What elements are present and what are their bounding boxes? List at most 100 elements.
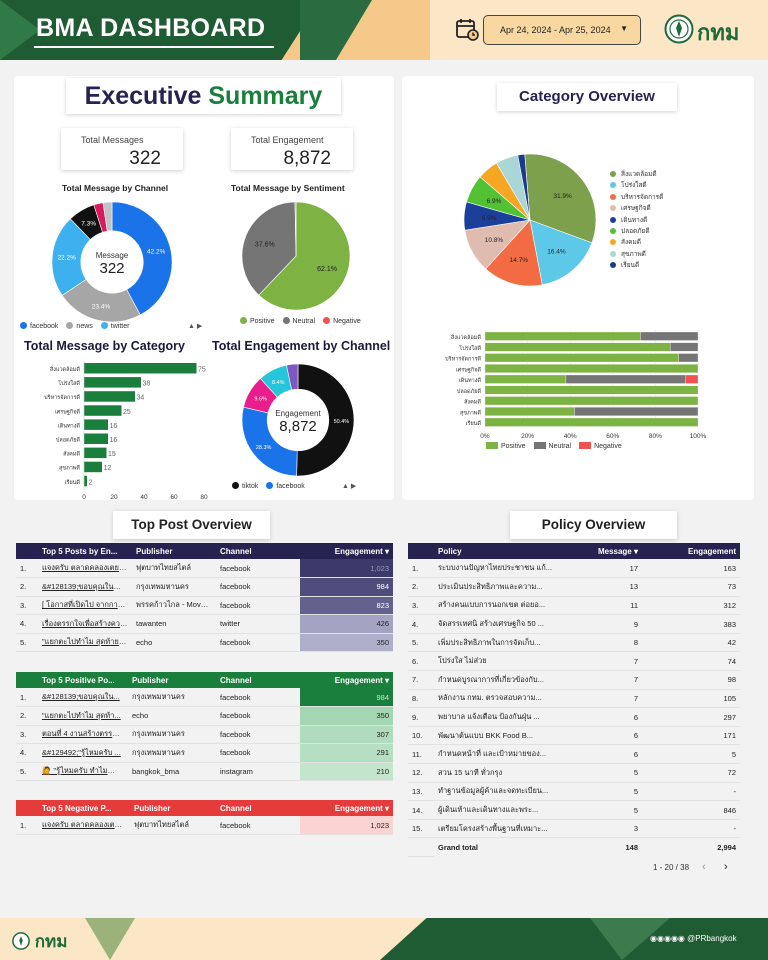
table-row[interactable]: 15. เตรียมโครงสร้างพื้นฐานที่เหมาะ... 3-: [408, 819, 740, 839]
stacked-bar-segment[interactable]: [685, 374, 699, 384]
post-link[interactable]: ตอนที่ 4 งานสร้างตรรกะ...: [38, 725, 128, 744]
column-header[interactable]: Channel: [220, 803, 252, 813]
table-row[interactable]: 1. แจงครับ ตลาดคลองเตยไป... ฟุตบาทไทยสไตล์…: [16, 816, 393, 835]
column-header[interactable]: Engagement ▾: [334, 803, 389, 813]
column-header[interactable]: Publisher: [136, 546, 173, 556]
column-header[interactable]: Engagement ▾: [334, 546, 389, 556]
category-overview-title: Category Overview: [497, 83, 677, 111]
publisher-cell: กรุงเทพมหานคร: [128, 743, 216, 763]
stacked-bar-segment[interactable]: [574, 407, 699, 416]
post-link[interactable]: แจงครับ ตลาดคลองเตยไป...: [38, 816, 130, 835]
column-header[interactable]: Message ▾: [597, 546, 638, 556]
table-row[interactable]: 1. &#128139;ขอบคุณใน... กรุงเทพมหานคร faceb…: [16, 688, 393, 707]
message-count: 5: [562, 800, 642, 820]
post-link[interactable]: &#129492;"รู้ไหมครับ ...: [38, 743, 128, 763]
post-link[interactable]: [ โอกาสที่เปิดไป จากการพัฒ...: [38, 596, 132, 615]
post-link[interactable]: เรื่องตรรกใจเพื่อสร้างความเจ...: [38, 614, 132, 634]
prev-page-button[interactable]: ‹: [702, 861, 706, 873]
table-row[interactable]: 5. เพิ่มประสิทธิภาพในการจัดเก็บ... 8 42: [408, 633, 740, 653]
table-row[interactable]: 13. ทำฐานข้อมูลผู้ค้าและจดทะเบียน... 5-: [408, 782, 740, 802]
table-row[interactable]: 1. ระบบงานปัญหาไทยประชาชน แก้... 17 163: [408, 559, 740, 579]
column-header[interactable]: Channel: [220, 546, 252, 556]
post-link[interactable]: แจงครับ ตลาดคลองเตยไปเ...: [38, 559, 132, 578]
table-row[interactable]: 8. หลักงาน กทม. ตรวจสอบความ... 7 105: [408, 689, 740, 709]
stacked-bar-segment[interactable]: [484, 364, 699, 373]
stacked-bar-segment[interactable]: [640, 331, 699, 341]
table-row[interactable]: 2. &#128139;ขอบคุณในน้ำ... กรุงเทพมหานคร fa…: [16, 577, 393, 597]
post-link[interactable]: &#128139;ขอบคุณในน้ำ...: [38, 577, 132, 597]
pie-slice[interactable]: [111, 201, 173, 316]
stacked-bar-segment[interactable]: [565, 374, 686, 384]
column-header[interactable]: Engagement ▾: [334, 675, 389, 685]
stacked-bar-segment[interactable]: [484, 342, 671, 352]
table-row[interactable]: 14. ผู้เดินเท้าและเดินทางและพระ... 5 846: [408, 800, 740, 820]
next-page-button[interactable]: ›: [724, 861, 728, 873]
table-row[interactable]: 4.เรื่องตรรกใจเพื่อสร้างความเจ...tawante…: [16, 614, 393, 634]
pie-slice[interactable]: [294, 201, 297, 257]
table-header: Policy Message ▾ Engagement: [408, 543, 740, 559]
column-header[interactable]: Channel: [220, 675, 252, 685]
stacked-bar-segment[interactable]: [484, 407, 575, 416]
table-row[interactable]: 4. &#129492;"รู้ไหมครับ ... กรุงเทพมหานคร f…: [16, 743, 393, 763]
bar[interactable]: [84, 405, 122, 416]
bar[interactable]: [84, 363, 197, 374]
pie-slice[interactable]: [485, 219, 543, 287]
pie-slice[interactable]: [241, 201, 297, 296]
table-row[interactable]: 7. กำหนดบูรณาการที่เกี่ยวข้องกับ... 7 98: [408, 670, 740, 690]
bar[interactable]: [84, 475, 87, 487]
table-row[interactable]: 4. จัดสรรเทศนิ สร้างเศรษฐกิจ 50 ... 9 383: [408, 614, 740, 634]
table-row[interactable]: 5. 🙋 "รู้ไหมครับ ทำไมน้ำใน... bangkok_bma i…: [16, 762, 393, 781]
post-link[interactable]: "แยกตะไปทำไม สุดท้ายก...: [38, 633, 132, 652]
column-header[interactable]: Top 5 Negative P...: [42, 803, 112, 813]
column-header[interactable]: Publisher: [132, 675, 169, 685]
post-link[interactable]: 🙋 "รู้ไหมครับ ทำไมน้ำใน...: [38, 762, 128, 781]
bar[interactable]: [84, 433, 108, 445]
table-row[interactable]: 1. แจงครับ ตลาดคลองเตยไปเ... ฟุตบาทไทยสไตล…: [16, 559, 393, 578]
stacked-bar-segment[interactable]: [484, 374, 567, 384]
date-range-picker[interactable]: Apr 24, 2024 - Apr 25, 2024 ▼: [483, 15, 641, 45]
bar[interactable]: [84, 391, 135, 402]
row-number: 1.: [408, 559, 434, 579]
table-row[interactable]: 3. ตอนที่ 4 งานสร้างตรรกะ... กรุงเทพมหานคร…: [16, 725, 393, 744]
stacked-bar-segment[interactable]: [484, 385, 699, 395]
stacked-bar-segment[interactable]: [484, 331, 641, 341]
stacked-bar-segment[interactable]: [678, 353, 699, 363]
table-row[interactable]: 6. โปร่งใส ไม่ส่วย 7 74: [408, 651, 740, 672]
pie-slice[interactable]: [529, 219, 593, 286]
table-row[interactable]: 5. "แยกตะไปทำไม สุดท้ายก... echo facebook 35…: [16, 633, 393, 652]
table-row[interactable]: 2. ประเมินประสิทธิภาพและความ... 13 73: [408, 577, 740, 597]
column-header[interactable]: Top 5 Posts by En...: [42, 546, 118, 556]
table-row[interactable]: 2. "แยกตะไปทำไม สุดท้า... echo facebook 350: [16, 706, 393, 726]
table-row[interactable]: 3.[ โอกาสที่เปิดไป จากการพัฒ... พรรคก้าวไ…: [16, 596, 393, 615]
legend-pager[interactable]: ▲ ▶: [342, 483, 357, 490]
pie-slice[interactable]: [517, 153, 531, 221]
stacked-bar-segment[interactable]: [484, 396, 699, 406]
pie-slice[interactable]: [296, 363, 355, 477]
pie-slice[interactable]: [524, 153, 597, 244]
category-overview-panel: [402, 76, 754, 500]
stacked-bar-segment[interactable]: [484, 417, 699, 427]
bar[interactable]: [84, 461, 102, 473]
column-header[interactable]: Engagement: [687, 546, 736, 556]
post-link[interactable]: "แยกตะไปทำไม สุดท้า...: [38, 706, 128, 726]
pie-slice[interactable]: [102, 201, 113, 232]
slice-label: 62.1%: [317, 266, 337, 273]
column-header[interactable]: Policy: [438, 546, 462, 556]
pie-slice[interactable]: [286, 363, 299, 391]
bar[interactable]: [84, 447, 107, 459]
table-row[interactable]: 9. พยาบาล แจ้งเตือน ป้องกันฝุ่น ... 6 297: [408, 707, 740, 727]
column-header[interactable]: Publisher: [134, 803, 171, 813]
legend-pager[interactable]: ▲ ▶: [188, 323, 203, 330]
category-legend: สิ่งแวดล้อมดี โปร่งใสดี บริหารจัดการดี เศรษ…: [610, 169, 663, 272]
post-link[interactable]: &#128139;ขอบคุณใน...: [38, 688, 128, 707]
column-header[interactable]: Top 5 Positive Po...: [42, 675, 115, 685]
stacked-bar-segment[interactable]: [484, 353, 679, 363]
table-row[interactable]: 3. สร้างคนแบบการนอกเขต ต่อยอ... 11 312: [408, 596, 740, 616]
pie-slice[interactable]: [258, 201, 351, 311]
table-row[interactable]: 11. กำหนดหน้าที่ และเป้าหมายของ... 6 5: [408, 744, 740, 765]
table-row[interactable]: 10. พัฒนาต้นแบบ BKK Food B... 6 171: [408, 726, 740, 746]
table-row[interactable]: 12. สวน 15 นาที ทั่วกรุง 5 72: [408, 763, 740, 783]
stacked-bar-segment[interactable]: [670, 342, 699, 352]
bar[interactable]: [84, 419, 108, 430]
bar[interactable]: [84, 377, 141, 388]
